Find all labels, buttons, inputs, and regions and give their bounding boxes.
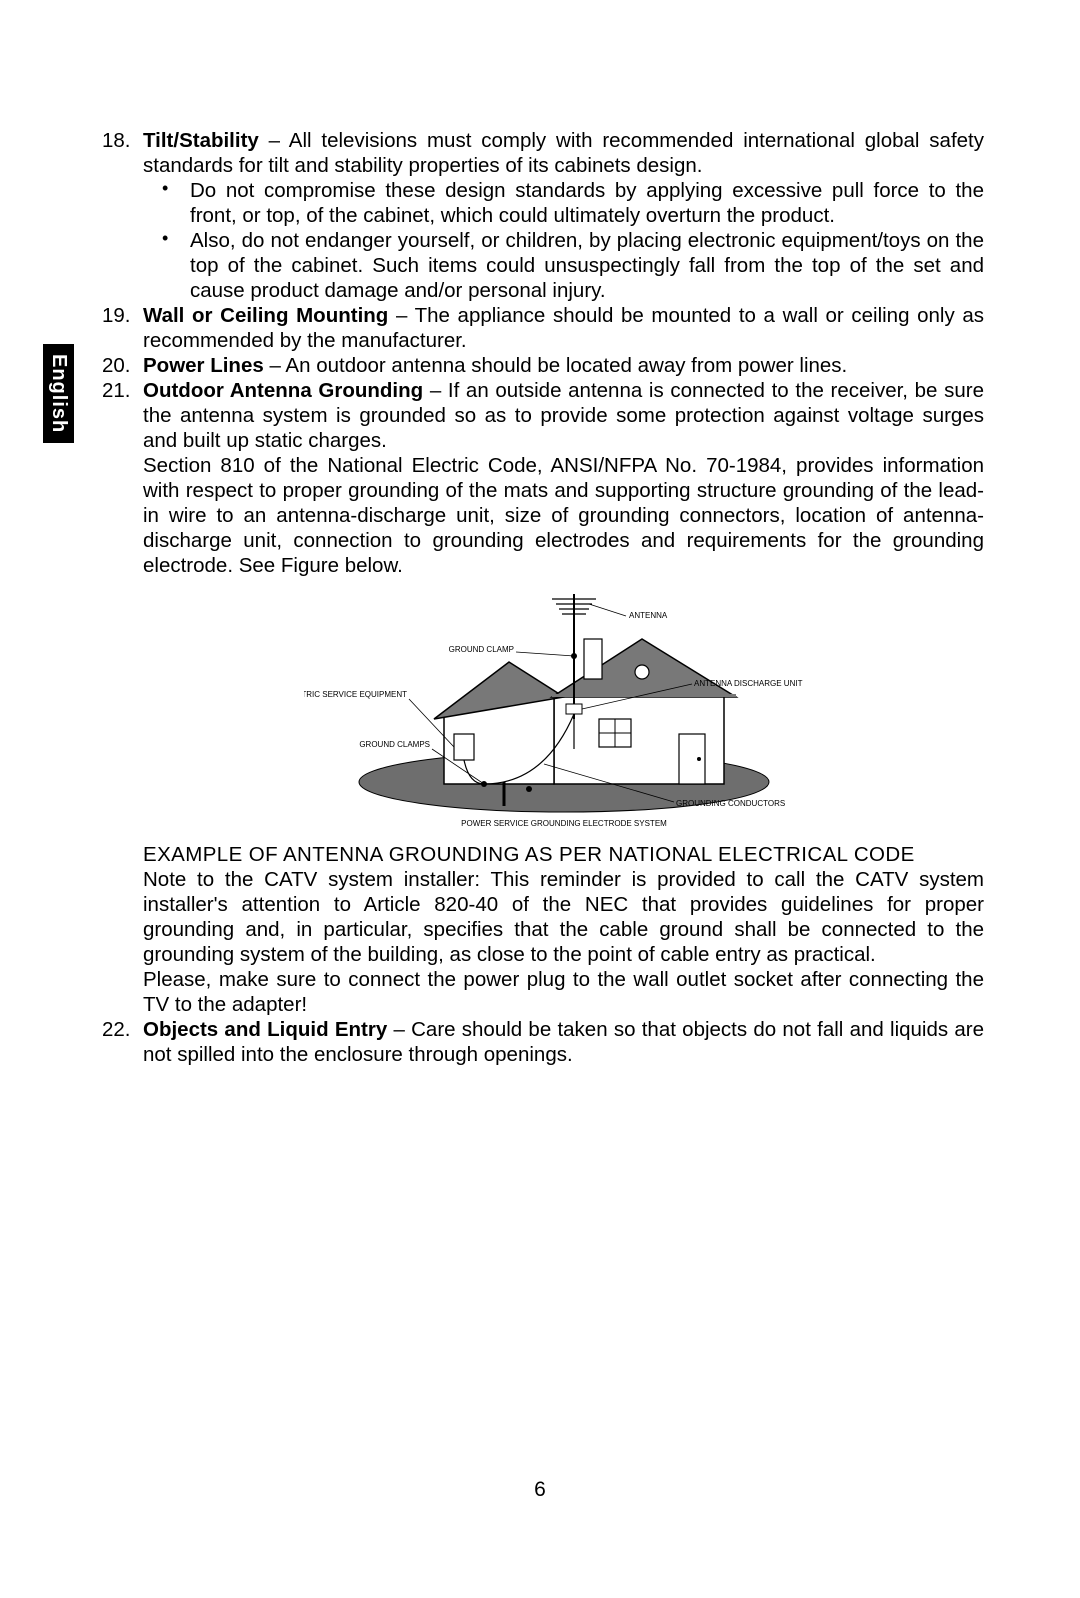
bullet-item: Do not compromise these design standards… [190,178,984,228]
grounding-figure: ANTENNA GROUND CLAMP ANTENNA DISCHARGE U… [143,584,984,834]
item-text: – An outdoor antenna should be located a… [264,354,848,377]
item-title: Wall or Ceiling Mounting [143,304,388,327]
label-gclamps: GROUND CLAMPS [359,740,430,749]
figure-caption: EXAMPLE OF ANTENNA GROUNDING AS PER NATI… [143,842,984,867]
list-item: 19. Wall or Ceiling Mounting – The appli… [102,303,984,353]
item-paragraph: Please, make sure to connect the power p… [143,967,984,1017]
item-number: 18. [102,128,143,303]
item-number: 22. [102,1017,143,1067]
item-title: Objects and Liquid Entry [143,1018,387,1041]
item-number: 20. [102,353,143,378]
list-item: 21. Outdoor Antenna Grounding – If an ou… [102,378,984,1017]
label-adu: ANTENNA DISCHARGE UNIT [694,679,803,688]
list-item: 20. Power Lines – An outdoor antenna sho… [102,353,984,378]
page-number: 6 [0,1478,1080,1502]
item-paragraph: Section 810 of the National Electric Cod… [143,453,984,578]
item-number: 19. [102,303,143,353]
label-antenna: ANTENNA [629,611,668,620]
item-title: Power Lines [143,354,264,377]
label-pges: POWER SERVICE GROUNDING ELECTRODE SYSTEM [461,819,667,828]
item-text: – All televisions must comply with recom… [143,129,984,177]
antenna-grounding-diagram: ANTENNA GROUND CLAMP ANTENNA DISCHARGE U… [304,584,824,834]
list-item: 18. Tilt/Stability – All televisions mus… [102,128,984,303]
list-item: 22. Objects and Liquid Entry – Care shou… [102,1017,984,1067]
item-title: Outdoor Antenna Grounding [143,379,423,402]
language-tab: English [43,344,74,443]
label-ground-clamp: GROUND CLAMP [448,645,513,654]
label-ese: ELECTRIC SERVICE EQUIPMENT [304,690,407,699]
item-paragraph: Note to the CATV system installer: This … [143,867,984,967]
label-gcond: GROUNDING CONDUCTORS [676,799,785,808]
item-title: Tilt/Stability [143,129,259,152]
page-content: 18. Tilt/Stability – All televisions mus… [102,128,984,1067]
item-number: 21. [102,378,143,1017]
bullet-item: Also, do not endanger yourself, or child… [190,228,984,303]
